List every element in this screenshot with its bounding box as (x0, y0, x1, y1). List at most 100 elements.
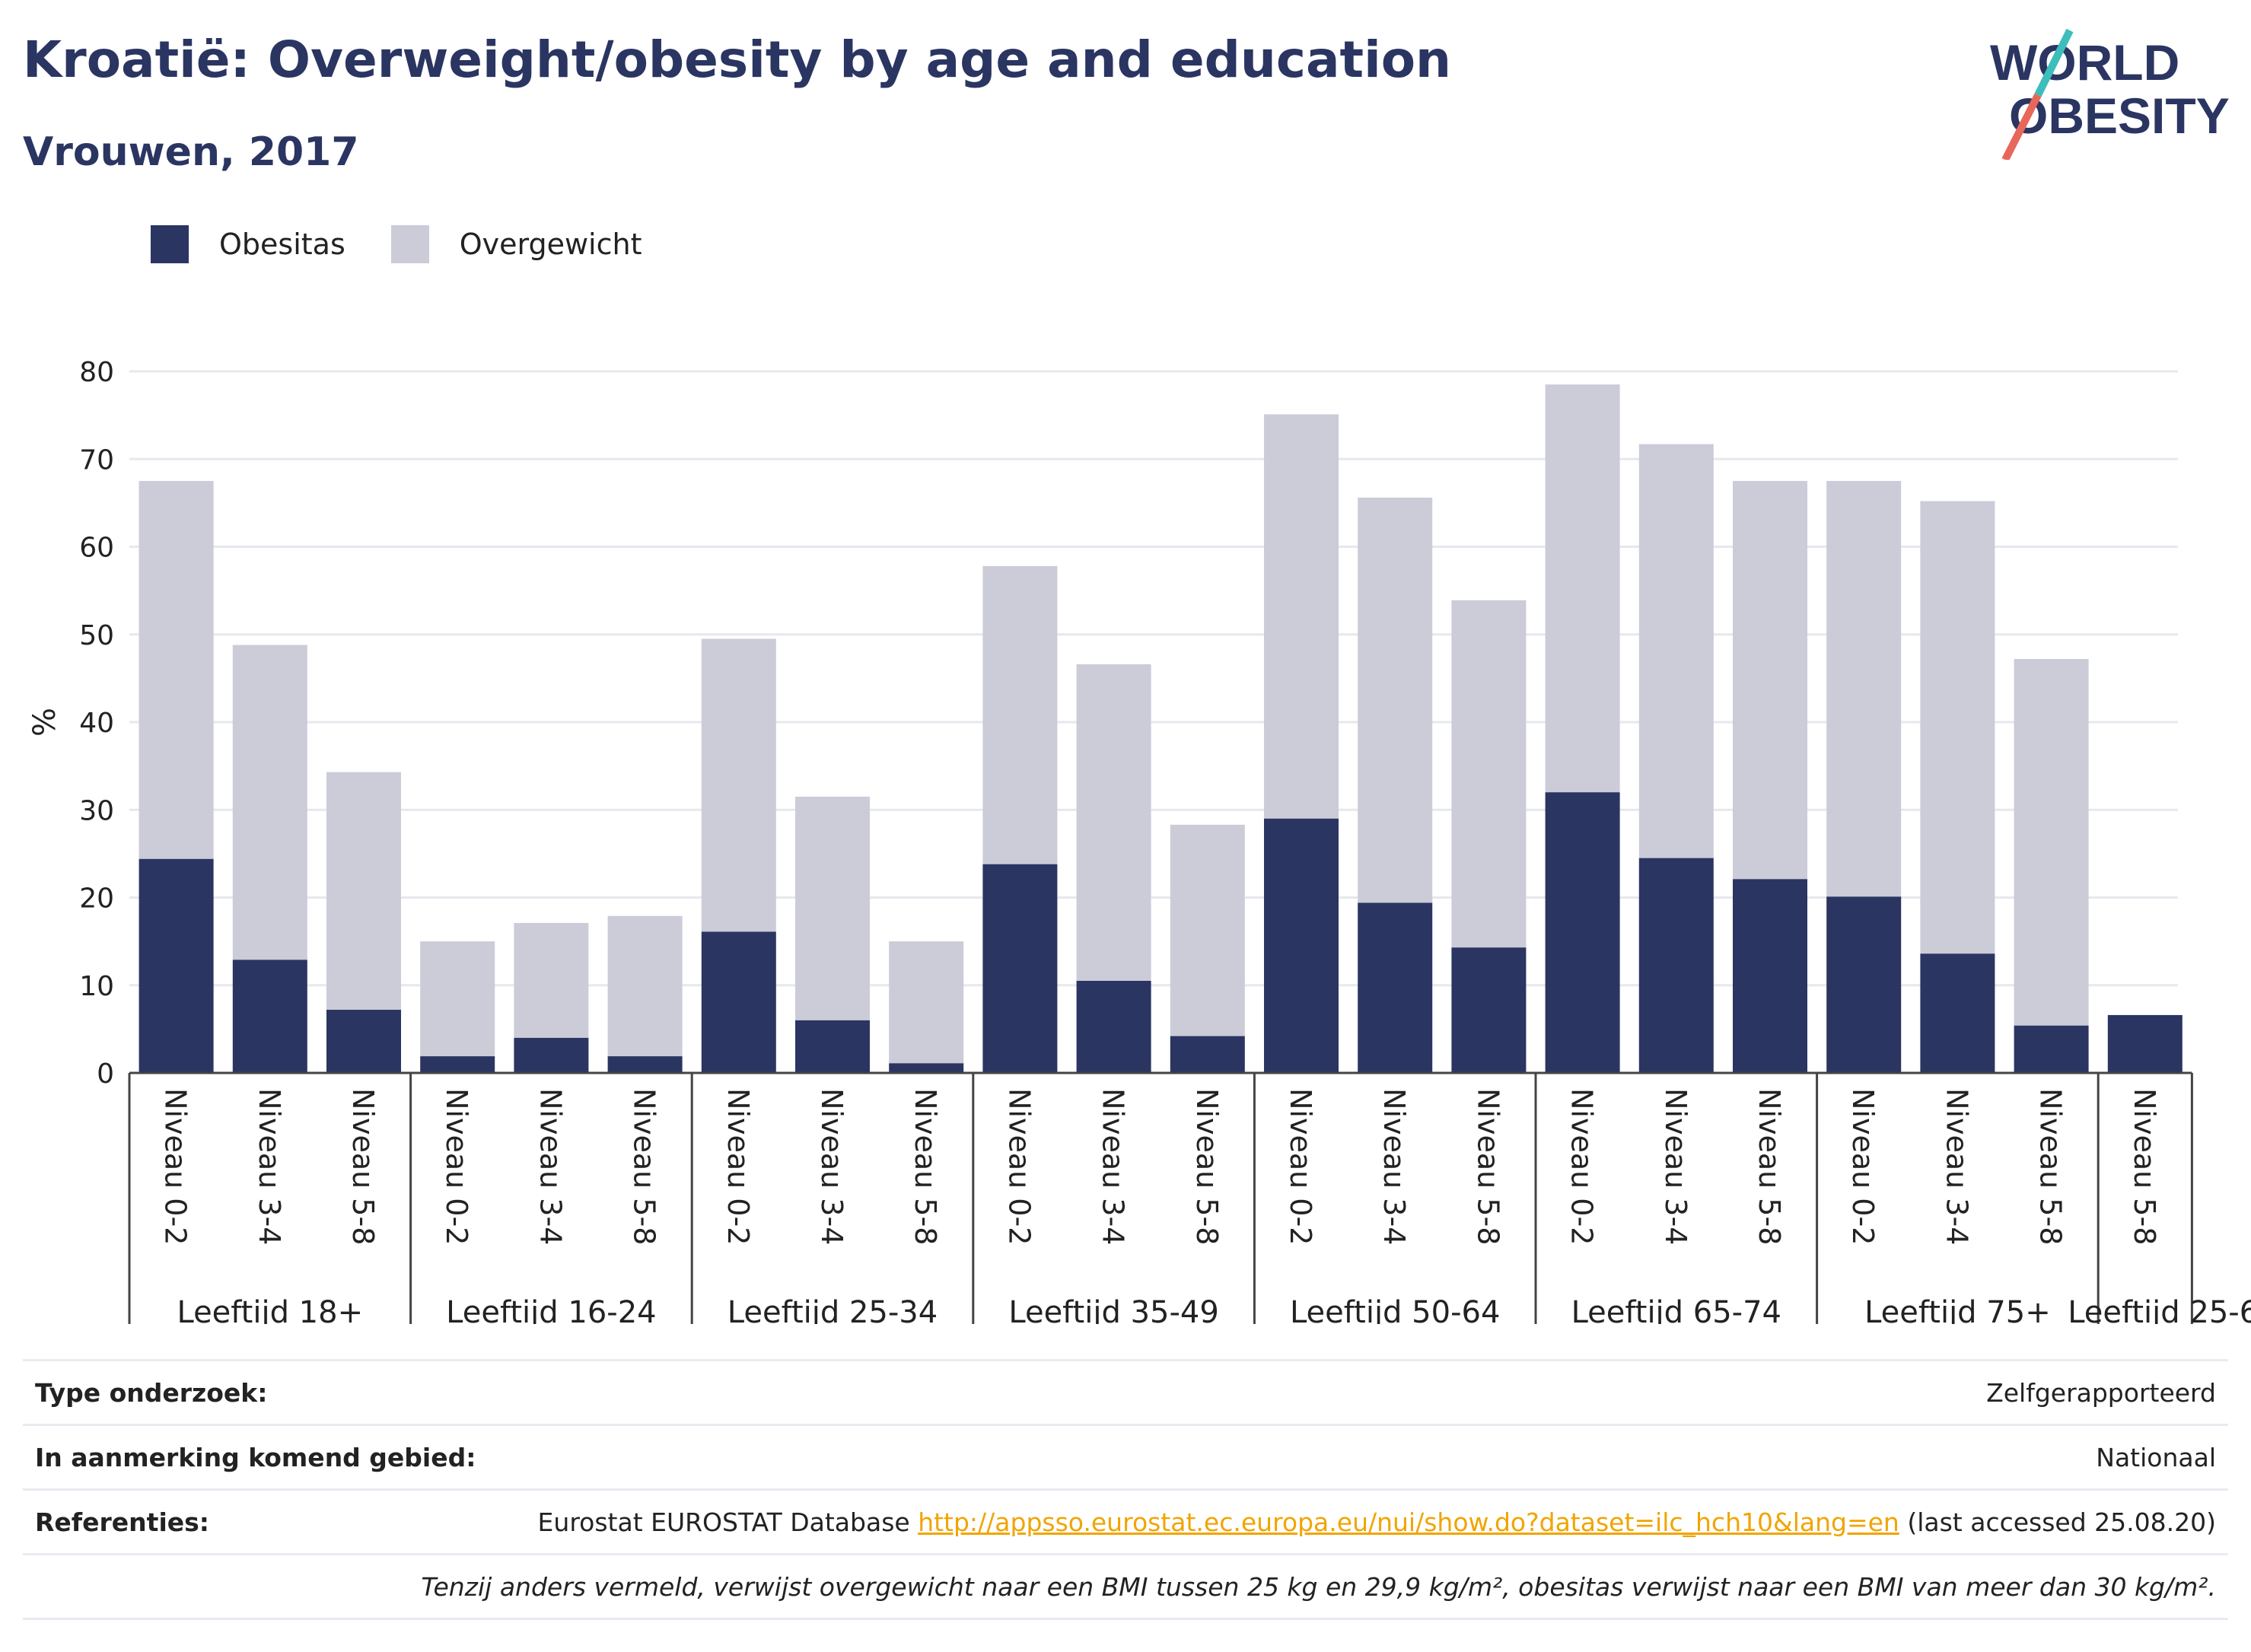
reference-accessed: (last accessed 25.08.20) (1899, 1507, 2216, 1537)
x-category-label: Niveau 0-2 (440, 1088, 473, 1245)
x-category-label: Niveau 5-8 (346, 1088, 380, 1245)
bar-obesitas (1733, 879, 1807, 1073)
bar-overgewicht (2014, 659, 2089, 1026)
x-category-label: Niveau 0-2 (1846, 1088, 1880, 1245)
info-row-note: Tenzij anders vermeld, verwijst overgewi… (23, 1553, 2228, 1620)
bar-obesitas (795, 1020, 870, 1073)
x-group-label: Leeftijd 16-24 (446, 1295, 656, 1324)
reference-link[interactable]: http://appsso.eurostat.ec.europa.eu/nui/… (918, 1507, 1899, 1537)
x-category-label: Niveau 0-2 (721, 1088, 755, 1245)
y-tick-label: 70 (79, 444, 114, 476)
bar-overgewicht (514, 922, 589, 1038)
bar-overgewicht (1076, 664, 1151, 981)
bmi-note: Tenzij anders vermeld, verwijst overgewi… (421, 1571, 2216, 1602)
bar-overgewicht (1733, 481, 1807, 880)
x-group-label: Leeftijd 50-64 (1290, 1295, 1500, 1324)
bar-overgewicht (326, 772, 401, 1011)
y-tick-label: 10 (79, 971, 114, 1002)
bar-overgewicht (1170, 824, 1245, 1036)
bar-obesitas (514, 1037, 589, 1073)
info-row-area: In aanmerking komend gebied: Nationaal (23, 1424, 2228, 1488)
bar-overgewicht (138, 481, 214, 859)
reference-source: Eurostat EUROSTAT Database (537, 1507, 919, 1537)
y-axis-label: % (27, 708, 62, 737)
bar-overgewicht (1638, 444, 1714, 858)
bar-obesitas (2014, 1025, 2089, 1073)
x-category-label: Niveau 5-8 (1753, 1088, 1786, 1245)
legend-swatch-obesity (151, 225, 189, 263)
x-category-label: Niveau 5-8 (909, 1088, 942, 1245)
y-tick-label: 40 (79, 708, 114, 739)
bar-obesitas (889, 1063, 964, 1073)
x-group-label: Leeftijd 35-49 (1008, 1295, 1218, 1324)
info-row-references: Referenties: Eurostat EUROSTAT Database … (23, 1488, 2228, 1553)
chart-title: Kroatië: Overweight/obesity by age and e… (23, 30, 1452, 89)
bar-overgewicht (607, 915, 683, 1057)
x-group-label: Leeftijd 25-34 (728, 1295, 938, 1324)
world-obesity-logo: WORLD OBESITY (1990, 28, 2230, 160)
bar-obesitas (1076, 980, 1151, 1073)
x-category-label: Niveau 0-2 (1002, 1088, 1036, 1245)
bar-overgewicht (1264, 414, 1339, 819)
stacked-bar-chart: 0 10 20 30 40 50 60 70 80% Niveau 0-2 Niveau 3-4 Ni… (27, 357, 2251, 1324)
x-category-label: Niveau 3-4 (1659, 1088, 1692, 1245)
logo-teal-stroke (2034, 28, 2074, 97)
references-label: Referenties: (35, 1507, 209, 1537)
legend-item-overweight: Overgewicht (390, 225, 642, 263)
bar-overgewicht (420, 941, 495, 1057)
survey-value: Zelfgerapporteerd (1986, 1377, 2216, 1408)
x-category-label: Niveau 5-8 (1190, 1088, 1224, 1245)
logo-line2: OBESITY (2009, 88, 2230, 144)
bar-overgewicht (701, 638, 776, 932)
x-category-label: Niveau 3-4 (815, 1088, 849, 1245)
bar-obesitas (138, 858, 214, 1073)
bar-obesitas (1264, 818, 1339, 1073)
logo-line1: WORLD (1990, 34, 2179, 91)
x-category-label: Niveau 5-8 (628, 1088, 661, 1245)
bar-obesitas (1170, 1036, 1245, 1073)
legend-item-obesity: Obesitas (151, 225, 345, 263)
x-category-label: Niveau 5-8 (2128, 1088, 2161, 1245)
y-tick-label: 30 (79, 795, 114, 826)
bar-obesitas (326, 1010, 401, 1073)
info-row-survey: Type onderzoek: Zelfgerapporteerd (23, 1359, 2228, 1424)
x-category-label: Niveau 3-4 (1377, 1088, 1411, 1245)
chart-subtitle: Vrouwen, 2017 (23, 129, 359, 175)
y-tick-label: 0 (97, 1058, 114, 1090)
bar-overgewicht (1826, 481, 1902, 897)
area-label: In aanmerking komend gebied: (35, 1442, 476, 1472)
bar-obesitas (2107, 1014, 2183, 1073)
x-category-label: Niveau 5-8 (1471, 1088, 1504, 1245)
bar-overgewicht (1451, 600, 1527, 948)
bar-overgewicht (889, 941, 964, 1064)
x-category-label: Niveau 3-4 (253, 1088, 286, 1245)
bar-obesitas (1920, 953, 1995, 1073)
y-tick-label: 50 (79, 620, 114, 651)
x-group-label: Leeftijd 75+ (1864, 1295, 2051, 1324)
bar-overgewicht (232, 645, 307, 960)
area-value: Nationaal (2096, 1442, 2216, 1472)
bar-overgewicht (1920, 501, 1995, 954)
bar-obesitas (1545, 792, 1620, 1073)
chart-legend: Obesitas Overgewicht (151, 225, 688, 263)
bar-obesitas (1358, 902, 1433, 1073)
bar-obesitas (701, 931, 776, 1073)
bar-overgewicht (1358, 497, 1433, 903)
y-tick-label: 20 (79, 883, 114, 915)
bar-overgewicht (1545, 384, 1620, 793)
bar-obesitas (982, 864, 1058, 1073)
bar-overgewicht (982, 565, 1058, 864)
bar-obesitas (1451, 947, 1527, 1073)
bar-overgewicht (795, 796, 870, 1020)
x-category-label: Niveau 3-4 (1097, 1088, 1130, 1245)
bar-obesitas (232, 960, 307, 1073)
x-group-label: Leeftijd 25-64 (2068, 1295, 2251, 1324)
y-tick-label: 80 (79, 357, 114, 388)
legend-label-obesity: Obesitas (219, 228, 345, 261)
x-category-label: Niveau 3-4 (533, 1088, 567, 1245)
y-tick-label: 60 (79, 533, 114, 564)
x-category-label: Niveau 5-8 (2034, 1088, 2068, 1245)
x-category-label: Niveau 0-2 (159, 1088, 193, 1245)
legend-swatch-overweight (390, 225, 429, 263)
bar-obesitas (1826, 896, 1902, 1073)
